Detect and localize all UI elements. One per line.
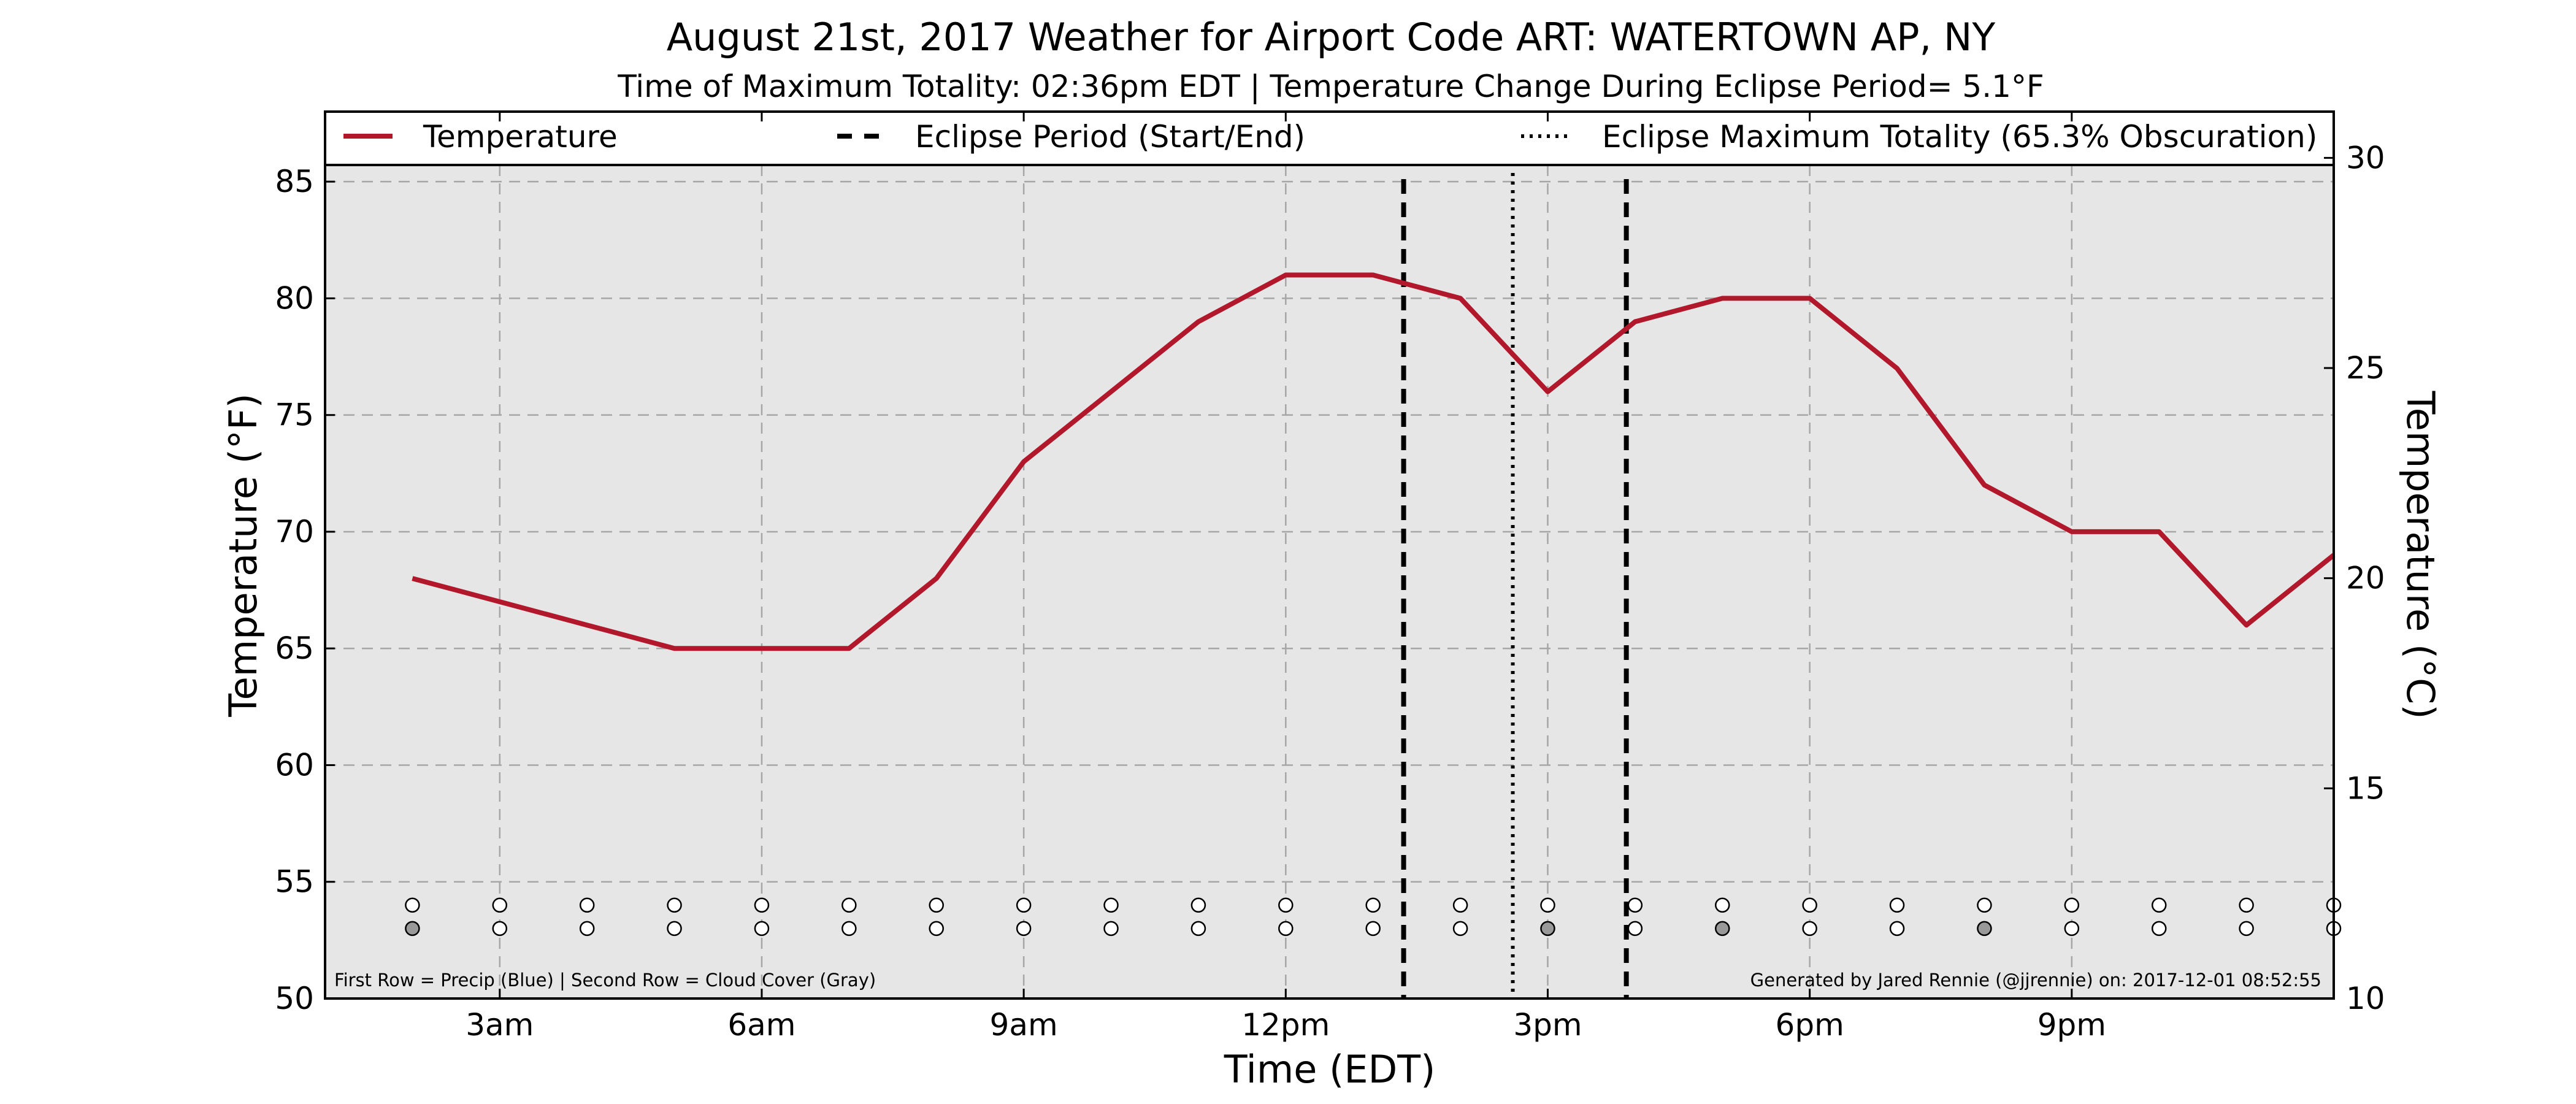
x-axis-label: Time (EDT): [1224, 1047, 1436, 1092]
precip-marker: [1278, 897, 1294, 913]
precip-marker: [1365, 897, 1381, 913]
precip-marker: [579, 897, 595, 913]
precip-marker: [1452, 897, 1468, 913]
cloud-cover-marker: [405, 921, 420, 937]
x-tick-label: 12pm: [1241, 1007, 1330, 1043]
precip-marker: [1540, 897, 1555, 913]
precip-marker: [754, 897, 770, 913]
cloud-cover-marker: [841, 921, 857, 937]
observation-markers: [405, 897, 2342, 937]
precip-marker: [405, 897, 420, 913]
precip-marker: [1190, 897, 1206, 913]
y-axis-left-label: Temperature (°F): [221, 393, 266, 717]
cloud-cover-marker: [1977, 921, 1992, 937]
y-tick-label: 75: [275, 397, 314, 433]
precip-marker: [1715, 897, 1730, 913]
y-tick-label: 70: [275, 514, 314, 550]
precip-marker: [1016, 897, 1032, 913]
cloud-cover-marker: [754, 921, 770, 937]
y-right-tick-label: 25: [2346, 350, 2385, 386]
precip-marker: [1802, 897, 1817, 913]
eclipse-lines: [1401, 173, 1629, 999]
legend-label-eclipse-max: Eclipse Maximum Totality (65.3% Obscurat…: [1602, 119, 2317, 155]
grid-lines: [325, 165, 2334, 999]
y-right-tick-label: 10: [2346, 981, 2385, 1016]
legend-label-temperature: Temperature: [423, 119, 618, 155]
cloud-cover-marker: [667, 921, 682, 937]
chart-title: August 21st, 2017 Weather for Airport Co…: [667, 15, 1996, 59]
y-right-tick-label: 15: [2346, 770, 2385, 806]
cloud-cover-marker: [579, 921, 595, 937]
y-tick-label: 60: [275, 747, 314, 783]
precip-marker: [492, 897, 508, 913]
footnote-right: Generated by Jared Rennie (@jjrennie) on…: [1750, 970, 2321, 991]
cloud-cover-marker: [2151, 921, 2167, 937]
cloud-cover-marker: [929, 921, 944, 937]
y-tick-label: 50: [275, 981, 314, 1016]
y-right-tick-label: 30: [2346, 140, 2385, 175]
precip-marker: [1627, 897, 1643, 913]
cloud-cover-marker: [1365, 921, 1381, 937]
x-tick-label: 3am: [466, 1007, 534, 1043]
precip-marker: [841, 897, 857, 913]
precip-marker: [667, 897, 682, 913]
cloud-cover-marker: [1016, 921, 1032, 937]
y-right-tick-label: 20: [2346, 561, 2385, 596]
cloud-cover-marker: [1540, 921, 1555, 937]
footnote-left: First Row = Precip (Blue) | Second Row =…: [334, 970, 876, 991]
precip-marker: [1889, 897, 1905, 913]
chart-subtitle: Time of Maximum Totality: 02:36pm EDT | …: [617, 69, 2044, 104]
cloud-cover-marker: [492, 921, 508, 937]
precip-marker: [929, 897, 944, 913]
cloud-cover-marker: [1889, 921, 1905, 937]
precip-marker: [2239, 897, 2254, 913]
precip-marker: [2151, 897, 2167, 913]
plot-border: [324, 110, 2335, 1000]
y-tick-label: 85: [275, 164, 314, 199]
y-tick-label: 80: [275, 280, 314, 316]
precip-marker: [1103, 897, 1119, 913]
y-axis-right-label: Temperature (°C): [2398, 390, 2443, 719]
legend-box: [324, 110, 2335, 166]
cloud-cover-marker: [1802, 921, 1817, 937]
y-axis-left-ticks: 50 55 60 65 70 75 80 85: [275, 164, 335, 1016]
temperature-line: [412, 272, 2336, 651]
cloud-cover-marker: [1715, 921, 1730, 937]
cloud-cover-marker: [1452, 921, 1468, 937]
x-tick-label: 3pm: [1513, 1007, 1582, 1043]
cloud-cover-marker: [1627, 921, 1643, 937]
legend-label-eclipse-period: Eclipse Period (Start/End): [915, 119, 1305, 155]
cloud-cover-marker: [1103, 921, 1119, 937]
x-tick-label: 6pm: [1776, 1007, 1844, 1043]
y-tick-label: 55: [275, 864, 314, 900]
y-tick-label: 65: [275, 631, 314, 666]
x-axis-ticks: 3am 6am 9am 12pm 3pm 6pm 9pm: [466, 112, 2106, 1043]
cloud-cover-marker: [1190, 921, 1206, 937]
precip-marker: [1977, 897, 1992, 913]
cloud-cover-marker: [2064, 921, 2080, 937]
x-tick-label: 9pm: [2037, 1007, 2106, 1043]
x-tick-label: 6am: [727, 1007, 795, 1043]
plot-area: [325, 112, 2334, 999]
cloud-cover-marker: [1278, 921, 1294, 937]
y-axis-right-ticks: 10 15 20 25 30: [2324, 140, 2385, 1016]
x-tick-label: 9am: [990, 1007, 1058, 1043]
cloud-cover-marker: [2239, 921, 2254, 937]
precip-marker: [2064, 897, 2080, 913]
temperature-series: [412, 272, 2336, 651]
